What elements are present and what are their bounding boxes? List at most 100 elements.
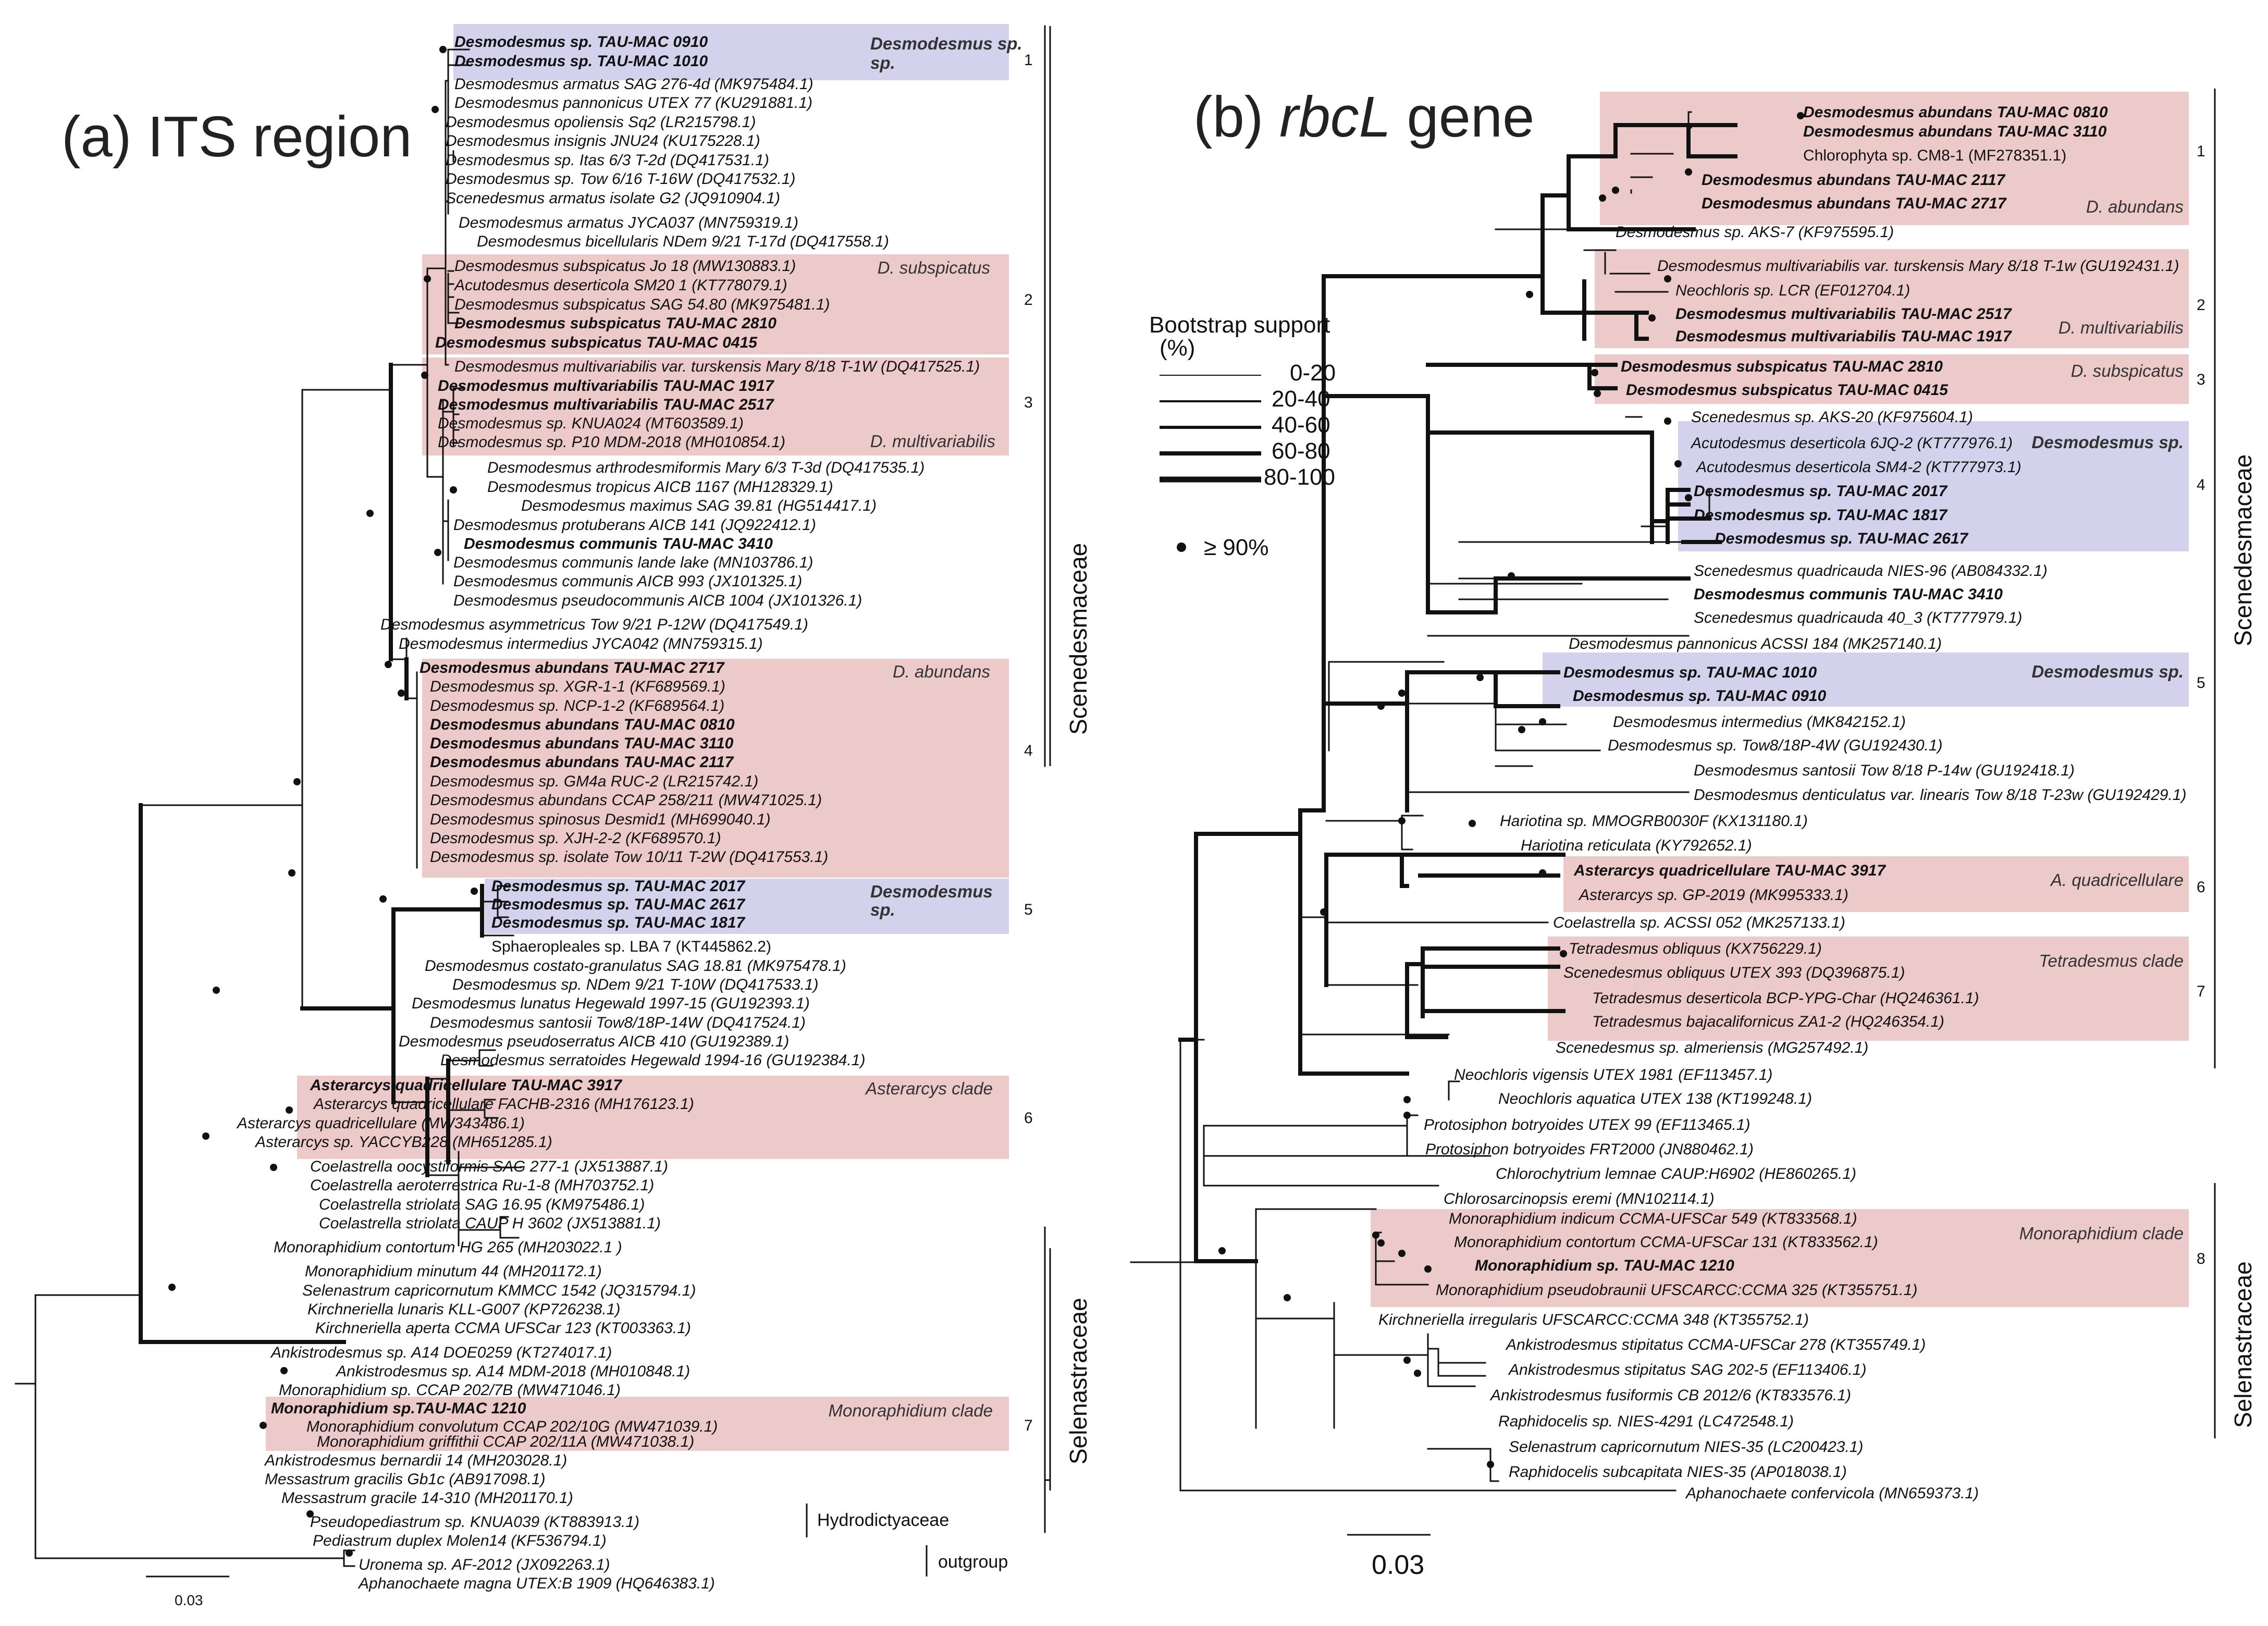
clade-number-a7: 7 [1024,1417,1033,1434]
leaf-a-30: Desmodesmus asymmetricus Tow 9/21 P-12W … [380,616,808,633]
leaf-a-45: Desmodesmus sp. TAU-MAC 1817 [491,914,746,931]
clade-number-b8: 8 [2197,1250,2205,1267]
leaf-a-05: Desmodesmus opoliensis Sq2 (LR215798.1) [446,114,756,131]
leaf-a-06: Desmodesmus insignis JNU24 (KU175228.1) [446,132,760,150]
leaf-b-22: Desmodesmus pannonicus ACSSI 184 (MK2571… [1569,635,1942,652]
leaf-a-40: Desmodesmus spinosus Desmid1 (MH699040.1… [430,811,771,828]
tree-a-branches [15,25,1050,1567]
leaf-a-26: Desmodesmus communis TAU-MAC 3410 [464,535,773,552]
legend-dot-label: ≥ 90% [1204,535,1268,560]
leaf-b-28: Desmodesmus denticulatus var. linearis T… [1694,786,2186,804]
leaf-a-34: Desmodesmus sp. NCP-1-2 (KF689564.1) [430,697,724,715]
leaf-b-44: Chlorosarcinopsis eremi (MN102114.1) [1444,1190,1715,1208]
leaf-a-39: Desmodesmus abundans CCAP 258/211 (MW471… [430,792,822,809]
leaf-a-14: Desmodesmus subspicatus SAG 54.80 (MK975… [454,296,830,313]
leaf-b-33: Coelastrella sp. ACSSI 052 (MK257133.1) [1553,914,1845,931]
leaf-a-53: Asterarcys quadricellulare TAU-MAC 3917 [310,1077,622,1094]
legend-title: Bootstrap support [1149,312,1330,338]
box-b3-subspicatus [1595,354,2189,404]
leaf-a-51: Desmodesmus pseudoserratus AICB 410 (GU1… [399,1033,789,1050]
leaf-b-08: Neochloris sp. LCR (EF012704.1) [1675,282,1910,299]
box-label-b3: D. subspicatus [2071,361,2184,380]
clade-number-b2: 2 [2197,297,2205,314]
family-label-b-scenedesmaceae: Scenedesmaceae [2229,454,2257,646]
clade-number-a4: 4 [1024,742,1033,759]
leaf-b-25: Desmodesmus intermedius (MK842152.1) [1613,713,1906,731]
tree-b-bold-branches [1178,123,1737,1263]
leaf-a-54: Asterarcys quadricellulare FACHB-2316 (M… [313,1095,694,1113]
box-a1-desmodesmus [453,24,1009,80]
leaf-b-23: Desmodesmus sp. TAU-MAC 1010 [1563,664,1817,681]
leaf-b-46: Monoraphidium contortum CCMA-UFSCar 131 … [1454,1234,1878,1251]
leaf-a-33: Desmodesmus sp. XGR-1-1 (KF689569.1) [430,678,725,695]
box-label-a7: Monoraphidium clade [828,1401,993,1420]
leaf-a-20: Desmodesmus sp. KNUA024 (MT603589.1) [438,415,744,432]
leaf-a-21: Desmodesmus sp. P10 MDM-2018 (MH010854.1… [438,434,785,451]
leaf-a-29: Desmodesmus pseudocommunis AICB 1004 (JX… [453,592,862,609]
legend-label-80-100: 80-100 [1264,464,1335,490]
leaf-a-24: Desmodesmus maximus SAG 39.81 (HG514417.… [521,497,877,514]
leaf-b-39: Neochloris vigensis UTEX 1981 (EF113457.… [1454,1066,1772,1083]
leaf-b-04: Desmodesmus abundans TAU-MAC 2117 [1702,171,2006,189]
box-label-a2: D. subspicatus [878,258,990,277]
clade-number-b1: 1 [2197,143,2205,160]
leaf-a-22: Desmodesmus arthrodesmiformis Mary 6/3 T… [487,459,925,476]
leaf-a-37: Desmodesmus abundans TAU-MAC 2117 [430,754,734,771]
leaf-a-75: Pseudopediastrum sp. KNUA039 (KT883913.1… [310,1513,639,1531]
leaf-b-09: Desmodesmus multivariabilis TAU-MAC 2517 [1675,305,2012,323]
leaf-a-69: Monoraphidium sp.TAU-MAC 1210 [271,1400,526,1417]
leaf-b-37: Tetradesmus bajacalifornicus ZA1-2 (HQ24… [1592,1013,1944,1030]
leaf-b-18: Desmodesmus sp. TAU-MAC 2617 [1715,530,1969,547]
leaf-a-66: Ankistrodesmus sp. A14 DOE0259 (KT274017… [270,1344,612,1361]
clade-number-a2: 2 [1024,291,1033,309]
leaf-a-15: Desmodesmus subspicatus TAU-MAC 2810 [454,315,776,332]
leaf-b-56: Aphanochaete confervicola (MN659373.1) [1685,1485,1979,1502]
leaf-b-21: Scenedesmus quadricauda 40_3 (KT777979.1… [1694,609,2022,626]
panel-b: (b) rbcL gene Desmodesmus abundans TAU-M… [1130,85,2257,1580]
leaf-b-34: Tetradesmus obliquus (KX756229.1) [1569,940,1822,957]
box-label-a5: Desmodesmus [870,882,993,901]
legend-label-20-40: 20-40 [1272,386,1330,412]
leaf-b-16: Desmodesmus sp. TAU-MAC 2017 [1694,483,1948,500]
box-label-b2: D. multivariabilis [2059,318,2184,337]
leaf-b-47: Monoraphidium sp. TAU-MAC 1210 [1475,1257,1734,1274]
legend-label-40-60: 40-60 [1272,412,1330,438]
leaf-a-72: Ankistrodesmus bernardii 14 (MH203028.1) [264,1452,567,1469]
leaf-b-54: Selenastrum capricornutum NIES-35 (LC200… [1509,1438,1863,1456]
leaf-a-09: Scenedesmus armatus isolate G2 (JQ910904… [446,190,780,207]
leaf-a-08: Desmodesmus sp. Tow 6/16 T-16W (DQ417532… [446,170,795,188]
box-a4-abundans [422,659,1009,878]
scale-label-a: 0.03 [175,1592,203,1608]
leaf-a-03: Desmodesmus armatus SAG 276-4d (MK975484… [454,76,813,93]
family-label-a-selenastraceae: Selenastraceae [1065,1298,1092,1464]
leaf-a-74: Messastrum gracile 14-310 (MH201170.1) [281,1489,573,1507]
leaf-a-23: Desmodesmus tropicus AICB 1167 (MH128329… [487,478,833,496]
leaf-a-78: Aphanochaete magna UTEX:B 1909 (HQ646383… [358,1575,715,1592]
leaf-b-10: Desmodesmus multivariabilis TAU-MAC 1917 [1675,328,2012,345]
box-b4-desmodesmus [1678,421,2189,551]
leaf-a-31: Desmodesmus intermedius JYCA042 (MN75931… [399,635,763,652]
leaf-a-12: Desmodesmus subspicatus Jo 18 (MW130883.… [454,257,796,275]
clade-number-a5: 5 [1024,901,1033,918]
leaf-b-27: Desmodesmus santosii Tow 8/18 P-14w (GU1… [1694,762,2075,779]
panel-b-leaves: Desmodesmus abundans TAU-MAC 0810 Desmod… [1378,104,2186,1502]
leaf-a-48: Desmodesmus sp. NDem 9/21 T-10W (DQ41753… [452,976,819,993]
family-label-outgroup: outgroup [938,1552,1008,1572]
legend-label-0-20: 0-20 [1290,360,1336,386]
leaf-a-52: Desmodesmus serratoides Hegewald 1994-16… [440,1052,865,1069]
leaf-b-05: Desmodesmus abundans TAU-MAC 2717 [1702,195,2007,212]
leaf-a-55: Asterarcys quadricellulare (MW343486.1) [236,1115,525,1132]
leaf-a-43: Desmodesmus sp. TAU-MAC 2017 [491,878,746,895]
leaf-a-25: Desmodesmus protuberans AICB 141 (JQ9224… [453,516,816,534]
leaf-a-18: Desmodesmus multivariabilis TAU-MAC 1917 [438,377,774,395]
panel-b-title: (b) rbcL gene [1193,85,1534,149]
box-b6-asterarcys [1563,856,2189,912]
leaf-b-35: Scenedesmus obliquus UTEX 393 (DQ396875.… [1563,964,1905,981]
box-label-a6: Asterarcys clade [865,1079,993,1098]
leaf-b-41: Protosiphon botryoides UTEX 99 (EF113465… [1424,1116,1750,1134]
leaf-a-76: Pediastrum duplex Molen14 (KF536794.1) [313,1532,607,1549]
leaf-b-40: Neochloris aquatica UTEX 138 (KT199248.1… [1498,1090,1812,1107]
leaf-a-59: Coelastrella striolata SAG 16.95 (KM9754… [319,1196,645,1213]
box-label-b5: Desmodesmus sp. [2031,662,2184,681]
